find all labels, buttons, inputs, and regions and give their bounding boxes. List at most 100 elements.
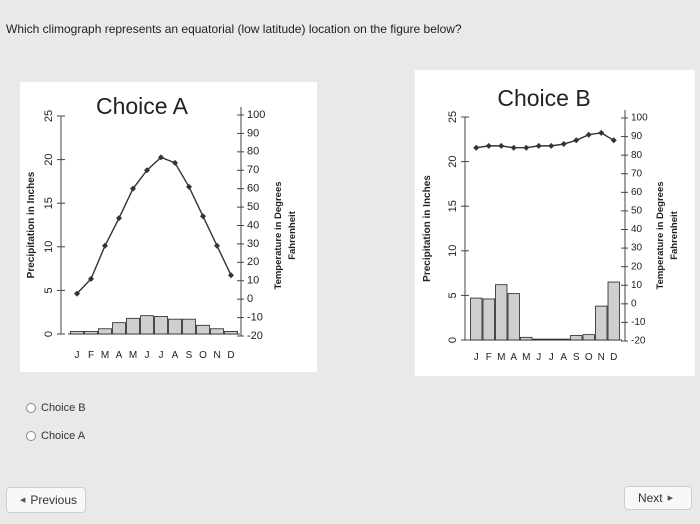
temperature-point [228,272,234,279]
right-axis-tick-label: 10 [247,275,259,287]
left-axis-tick-label: 0 [43,331,55,337]
left-axis-tick-label: 15 [447,200,459,212]
option-label: Choice B [41,402,86,414]
month-label: O [199,350,207,361]
right-axis-tick-label: 10 [631,280,643,291]
left-axis-tick-label: 5 [447,292,459,298]
month-label: M [497,352,505,363]
right-axis-tick-label: 0 [631,298,637,309]
right-axis-tick-label: 60 [247,183,259,195]
precipitation-bar [84,330,98,335]
month-label: A [172,350,179,361]
month-label: D [227,350,234,361]
left-axis-tick-label: 15 [43,197,55,209]
right-axis-tick-label: 20 [631,261,643,272]
temperature-line [76,156,232,295]
previous-button[interactable]: ◀ Previous [6,487,86,513]
precipitation-bar [126,317,140,335]
precipitation-bar [595,305,608,341]
precipitation-bar [507,293,520,341]
right-axis-tick-label: 40 [631,224,643,235]
right-axis-tick-label: 30 [247,238,259,250]
precipitation-bar [70,330,84,335]
right-axis-title: Temperature in Degrees [273,181,284,289]
radio-circle-icon[interactable] [26,431,36,441]
temperature-point [498,142,505,149]
right-axis-tick-label: -10 [631,317,646,328]
temperature-point [144,167,150,174]
right-axis-tick-label: 20 [247,256,259,268]
left-axis-tick-label: 10 [447,245,459,257]
climograph-choice-a: Choice A 0 5 10 15 20 25 Precipitation in Inche… [26,93,298,361]
left-axis-title: Precipitation in Inches [26,171,37,278]
month-label: M [129,350,137,361]
temperature-point [214,242,220,249]
temperature-point [585,131,592,138]
right-axis-title: Temperature in Degrees [655,181,666,289]
temperature-point [158,154,164,161]
right-axis-subtitle: Fahrenheit [669,210,680,259]
right-axis-tick-label: -10 [247,311,263,323]
month-label: M [101,350,109,361]
temperature-point [485,142,492,149]
month-label: S [573,352,580,363]
right-axis-tick-label: 0 [247,293,253,305]
precipitation-bar [545,338,558,341]
left-axis-tick-label: 20 [43,153,55,165]
temperature-point [200,213,206,220]
option-choice-b[interactable]: Choice B [26,402,86,414]
radio-circle-icon[interactable] [26,403,36,413]
previous-label: Previous [30,493,78,507]
right-axis-tick-label: 50 [631,206,643,217]
left-axis-tick-label: 20 [447,155,459,167]
right-axis-tick-label: 40 [247,219,259,231]
left-axis-tick-label: 25 [447,111,459,123]
month-label: A [116,350,123,361]
option-label: Choice A [41,430,86,442]
left-axis-tick-label: 25 [43,110,55,122]
precipitation-bar [520,336,533,341]
precipitation-bar [182,318,196,335]
month-label: J [159,350,164,361]
precipitation-bar [582,334,595,341]
right-axis-tick-label: 100 [631,113,648,124]
month-label: D [610,352,617,363]
right-axis-subtitle: Fahrenheit [287,210,298,259]
temperature-point [548,142,555,149]
next-button[interactable]: Next ▶ [624,486,692,510]
month-label: N [213,350,220,361]
temperature-point [510,144,517,151]
temperature-point [573,137,580,144]
chart-panel-choice-b: Choice B 0 5 10 15 20 25 Precipitation in Inche… [415,70,695,376]
right-axis-tick-label: 30 [631,243,643,254]
precipitation-bar [495,284,508,341]
precipitation-bar [98,328,112,335]
month-label: O [585,352,593,363]
right-axis-tick-label: -20 [631,336,646,347]
month-label: A [510,352,517,363]
month-label: J [474,352,479,363]
precipitation-bar [532,338,545,341]
precipitation-bar [210,328,224,335]
right-axis-tick-label: 80 [247,146,259,158]
month-label: J [145,350,150,361]
right-axis-tick-label: 100 [247,109,265,121]
left-axis-title: Precipitation in Inches [422,175,433,282]
month-label: J [536,352,541,363]
chart-title: Choice A [96,93,189,119]
temperature-point [130,185,136,192]
left-axis-tick-label: 10 [43,241,55,253]
precipitation-bar [196,324,210,335]
precipitation-bar [168,318,182,335]
option-choice-a[interactable]: Choice A [26,430,85,442]
month-label: N [598,352,605,363]
temperature-point [116,215,122,222]
temperature-point [598,129,605,136]
next-label: Next [637,491,663,505]
triangle-left-icon: ◀ [19,497,26,504]
temperature-point [172,159,178,166]
right-axis-tick-label: 70 [631,168,643,179]
precipitation-bar [607,281,620,341]
precipitation-bar [112,322,126,335]
